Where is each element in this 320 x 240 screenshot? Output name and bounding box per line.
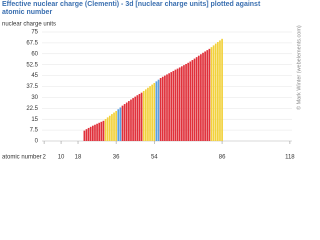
bar bbox=[132, 98, 134, 141]
x-tick-label: 18 bbox=[75, 155, 82, 161]
bar bbox=[189, 61, 192, 141]
bar bbox=[128, 101, 130, 141]
bar bbox=[151, 84, 154, 141]
chart-title: Effective nuclear charge (Clementi) - 3d… bbox=[2, 1, 261, 16]
x-tick-label: 118 bbox=[285, 155, 295, 161]
bar bbox=[119, 107, 122, 141]
bar bbox=[115, 111, 117, 141]
bar bbox=[117, 109, 120, 141]
bar bbox=[138, 93, 141, 141]
y-tick-label: 45 bbox=[31, 73, 38, 79]
bar bbox=[197, 55, 200, 142]
bar bbox=[210, 47, 213, 141]
credit: © Mark Winter (webelements.com) bbox=[295, 25, 302, 110]
bar bbox=[221, 38, 223, 141]
bar bbox=[157, 79, 160, 141]
bar bbox=[85, 129, 88, 141]
y-axis-label: nuclear charge units bbox=[2, 22, 56, 28]
bar bbox=[92, 125, 94, 141]
bar bbox=[178, 67, 181, 141]
x-axis-label: atomic number bbox=[2, 155, 42, 161]
bar bbox=[89, 126, 92, 141]
bar bbox=[134, 96, 137, 141]
y-tick-label: 30 bbox=[31, 95, 38, 101]
bar bbox=[159, 78, 162, 141]
bar bbox=[172, 70, 175, 141]
y-tick-label: 60 bbox=[31, 51, 38, 57]
y-tick-label: 67.5 bbox=[26, 40, 38, 46]
bar bbox=[176, 68, 179, 141]
bar bbox=[87, 127, 90, 141]
bar bbox=[204, 51, 206, 141]
bar bbox=[185, 63, 187, 142]
bar bbox=[140, 92, 143, 141]
y-tick-label: 0 bbox=[35, 139, 39, 145]
bar bbox=[208, 48, 211, 141]
bar bbox=[106, 117, 109, 141]
bar bbox=[166, 74, 168, 141]
bar bbox=[136, 95, 139, 141]
bar bbox=[104, 119, 107, 141]
bar bbox=[125, 102, 128, 141]
bar bbox=[100, 121, 103, 141]
bar bbox=[144, 89, 147, 141]
bar bbox=[195, 57, 198, 141]
y-tick-label: 15 bbox=[31, 117, 38, 123]
bar bbox=[191, 60, 194, 141]
bar bbox=[200, 54, 202, 141]
bar bbox=[170, 72, 173, 141]
bar bbox=[149, 86, 151, 141]
bar bbox=[111, 114, 113, 141]
x-tick-label: 36 bbox=[113, 155, 120, 161]
bar bbox=[187, 62, 190, 141]
bar bbox=[147, 87, 149, 141]
x-tick-label: 54 bbox=[151, 155, 158, 161]
bar bbox=[94, 124, 96, 141]
bar bbox=[161, 76, 164, 141]
bar bbox=[206, 50, 209, 141]
page: nuclear charge units atomic number © Mar… bbox=[2, 1, 302, 161]
bar bbox=[219, 40, 221, 141]
x-tick-label: 10 bbox=[58, 155, 65, 161]
bar bbox=[212, 45, 215, 141]
y-tick-label: 7.5 bbox=[30, 128, 39, 134]
bar bbox=[98, 122, 101, 141]
x-tick-label: 86 bbox=[219, 155, 226, 161]
bar bbox=[164, 75, 166, 141]
bar bbox=[183, 65, 185, 141]
bar bbox=[174, 69, 177, 141]
bar bbox=[168, 73, 170, 141]
bar bbox=[83, 130, 86, 141]
bar bbox=[113, 112, 115, 141]
y-tick-label: 52.5 bbox=[26, 62, 38, 68]
bar bbox=[108, 115, 111, 141]
bar bbox=[180, 66, 183, 141]
bar bbox=[121, 105, 124, 141]
y-tick-label: 75 bbox=[31, 30, 38, 36]
bar bbox=[214, 43, 217, 142]
bar bbox=[202, 52, 204, 141]
x-tick-label: 2 bbox=[42, 155, 46, 161]
y-tick-label: 22.5 bbox=[26, 106, 38, 112]
bar bbox=[96, 123, 98, 141]
bar bbox=[155, 81, 158, 141]
bar bbox=[130, 99, 132, 141]
bar bbox=[123, 104, 126, 141]
bar bbox=[217, 42, 219, 141]
bar bbox=[193, 58, 196, 141]
bar bbox=[153, 83, 156, 141]
bar bbox=[142, 90, 145, 141]
chart: nuclear charge units atomic number © Mar… bbox=[2, 22, 302, 161]
bar bbox=[102, 120, 105, 141]
y-tick-label: 37.5 bbox=[26, 84, 38, 90]
